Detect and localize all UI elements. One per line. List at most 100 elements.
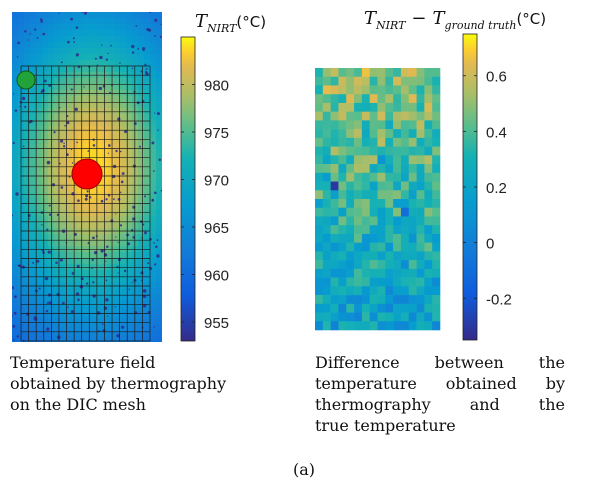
field-pixel [132, 180, 139, 187]
difference-cell [346, 321, 355, 331]
difference-cell [338, 260, 347, 270]
field-pixel [138, 156, 145, 163]
difference-cell [346, 181, 355, 191]
difference-cell [330, 190, 339, 200]
field-pixel [96, 216, 103, 223]
field-pixel [156, 102, 162, 109]
field-pixel [120, 54, 127, 61]
field-pixel [60, 210, 67, 217]
difference-cell [338, 120, 347, 130]
field-pixel [42, 300, 49, 307]
field-pixel [132, 282, 139, 289]
field-pixel [42, 258, 49, 265]
difference-cell [377, 312, 386, 322]
field-pixel [114, 252, 121, 259]
field-pixel [126, 156, 133, 163]
field-pixel [114, 162, 121, 169]
field-pixel [150, 282, 157, 289]
field-pixel [30, 48, 37, 55]
difference-cell [315, 155, 324, 165]
speckle-dot [63, 145, 66, 148]
field-pixel [156, 210, 162, 217]
field-pixel [24, 162, 31, 169]
difference-cell [424, 172, 433, 182]
field-pixel [102, 324, 109, 331]
field-pixel [144, 108, 151, 115]
difference-cell [385, 76, 394, 86]
field-pixel [12, 72, 19, 79]
field-pixel [24, 222, 31, 229]
field-pixel [96, 120, 103, 127]
field-pixel [108, 120, 115, 127]
field-pixel [72, 54, 79, 61]
field-pixel [66, 312, 73, 319]
difference-cell [315, 120, 324, 130]
field-pixel [114, 150, 121, 157]
field-pixel [102, 270, 109, 277]
field-pixel [78, 138, 85, 145]
difference-cell [393, 120, 402, 130]
difference-cell [369, 295, 378, 305]
field-pixel [24, 204, 31, 211]
field-pixel [144, 36, 151, 43]
speckle-dot [12, 314, 13, 317]
difference-cell [354, 321, 363, 331]
field-pixel [72, 276, 79, 283]
field-pixel [126, 84, 133, 91]
field-pixel [24, 150, 31, 157]
difference-cell [416, 303, 425, 313]
difference-cell [315, 181, 324, 191]
difference-cell [416, 181, 425, 191]
difference-cell [393, 286, 402, 296]
field-pixel [54, 288, 61, 295]
speckle-dot [70, 148, 73, 151]
field-pixel [150, 228, 157, 235]
field-pixel [72, 120, 79, 127]
field-pixel [30, 114, 37, 121]
field-pixel [90, 78, 97, 85]
field-pixel [144, 174, 151, 181]
difference-cell [424, 120, 433, 130]
difference-cell [346, 85, 355, 95]
speckle-dot [29, 33, 31, 35]
field-pixel [66, 282, 73, 289]
difference-cell [369, 268, 378, 278]
difference-cell [400, 172, 410, 182]
field-pixel [72, 222, 79, 229]
field-pixel [156, 132, 162, 139]
difference-cell [315, 277, 324, 287]
field-pixel [90, 48, 97, 55]
field-pixel [138, 48, 145, 55]
speckle-dot [56, 213, 60, 216]
difference-cell [369, 172, 378, 182]
difference-cell [377, 321, 386, 331]
field-pixel [36, 132, 43, 139]
speckle-dot [156, 112, 160, 116]
field-pixel [90, 126, 97, 133]
difference-cell [400, 233, 410, 243]
field-pixel [30, 162, 37, 169]
field-pixel [114, 120, 121, 127]
field-pixel [150, 294, 157, 301]
field-pixel [156, 258, 162, 265]
speckle-dot [107, 52, 109, 55]
difference-cell [432, 68, 441, 78]
speckle-dot [143, 304, 147, 308]
field-pixel [120, 258, 127, 265]
difference-cell [369, 120, 378, 130]
speckle-dot [100, 44, 103, 46]
field-pixel [120, 156, 127, 163]
field-pixel [48, 12, 55, 19]
speckle-dot [55, 261, 58, 265]
field-pixel [114, 300, 121, 307]
field-pixel [150, 90, 157, 97]
difference-cell [322, 94, 331, 104]
speckle-dot [67, 40, 70, 44]
field-pixel [24, 60, 31, 67]
field-pixel [54, 150, 61, 157]
difference-cell [315, 216, 324, 226]
field-pixel [126, 48, 133, 55]
difference-cell [361, 216, 370, 226]
difference-cell [361, 68, 370, 78]
field-pixel [138, 240, 145, 247]
